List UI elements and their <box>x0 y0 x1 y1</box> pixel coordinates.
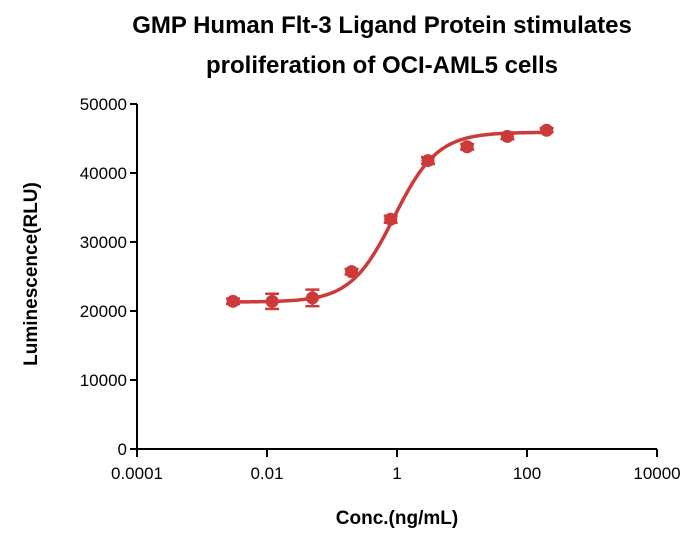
chart-title-line-2: proliferation of OCI-AML5 cells <box>206 52 558 79</box>
data-point <box>384 212 398 226</box>
data-point-group <box>421 154 436 168</box>
data-point <box>265 294 279 308</box>
data-point-group <box>226 294 241 308</box>
data-point <box>540 123 554 137</box>
data-point <box>460 140 474 154</box>
x-tick-label: 10000 <box>633 464 680 483</box>
x-axis-label: Conc.(ng/mL) <box>336 508 458 529</box>
data-point-group <box>344 265 359 279</box>
data-point <box>421 154 435 168</box>
y-tick-label: 0 <box>118 440 127 459</box>
x-tick-label: 1 <box>392 464 401 483</box>
data-point-group <box>500 129 515 143</box>
y-tick-label: 50000 <box>80 95 127 114</box>
data-point <box>500 129 514 143</box>
x-tick-label: 100 <box>513 464 541 483</box>
axes: 0 10000 20000 30000 40000 50000 0.0001 0.01 1 100… <box>80 95 681 483</box>
y-tick-label: 40000 <box>80 164 127 183</box>
data-point <box>345 265 359 279</box>
chart-title-line-1: GMP Human Flt-3 Ligand Protein stimulate… <box>132 12 632 39</box>
points-layer <box>226 123 554 311</box>
y-tick-label: 30000 <box>80 233 127 252</box>
data-point-group <box>539 123 554 137</box>
data-point <box>226 294 240 308</box>
data-point-group <box>383 212 398 226</box>
y-tick-label: 10000 <box>80 371 127 390</box>
data-point-group <box>305 288 320 308</box>
y-tick-label: 20000 <box>80 302 127 321</box>
data-point-group <box>265 292 280 311</box>
data-point <box>305 291 319 305</box>
x-tick-label: 0.0001 <box>111 464 163 483</box>
chart-title: GMP Human Flt-3 Ligand Protein stimulate… <box>132 12 632 79</box>
x-tick-label: 0.01 <box>250 464 283 483</box>
data-point-group <box>460 140 475 154</box>
y-axis-label: Luminescence(RLU) <box>21 182 42 366</box>
